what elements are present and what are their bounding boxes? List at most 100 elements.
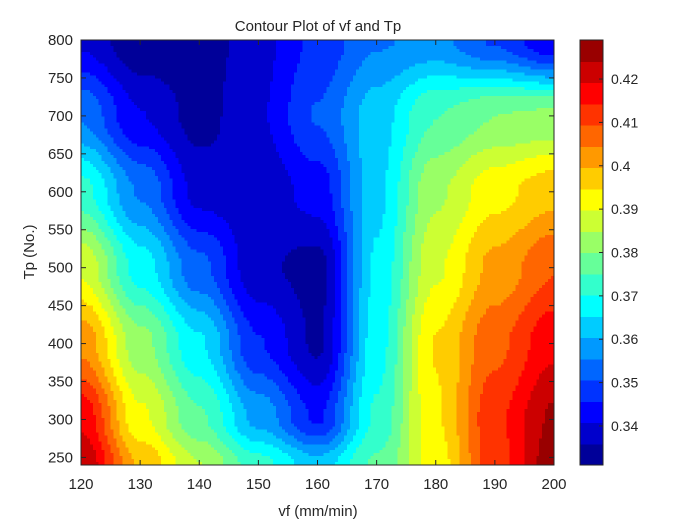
contour-cell bbox=[225, 42, 230, 47]
contour-cell bbox=[423, 101, 428, 106]
contour-cell bbox=[282, 110, 286, 115]
contour-cell bbox=[175, 72, 180, 77]
contour-cell bbox=[400, 45, 404, 50]
contour-cell bbox=[219, 69, 224, 74]
contour-cell bbox=[438, 110, 443, 115]
contour-cell bbox=[462, 42, 466, 47]
contour-cell bbox=[261, 113, 265, 118]
contour-cell bbox=[125, 96, 129, 100]
contour-cell bbox=[143, 96, 147, 100]
contour-cell bbox=[468, 54, 472, 59]
contour-cell bbox=[163, 113, 168, 118]
contour-cell bbox=[184, 107, 189, 112]
contour-cell bbox=[548, 104, 552, 109]
contour-cell bbox=[279, 99, 283, 103]
contour-cell bbox=[290, 48, 295, 53]
contour-cell bbox=[379, 87, 384, 91]
contour-cell bbox=[264, 63, 268, 68]
contour-cell bbox=[193, 75, 197, 79]
contour-cell bbox=[175, 90, 180, 94]
contour-cell bbox=[447, 72, 452, 77]
contour-cell bbox=[113, 104, 118, 109]
contour-cell bbox=[512, 99, 517, 103]
contour-cell bbox=[323, 87, 327, 91]
contour-cell bbox=[181, 84, 186, 88]
contour-cell bbox=[545, 101, 549, 106]
contour-cell bbox=[527, 54, 531, 59]
contour-cell bbox=[491, 57, 496, 62]
contour-cell bbox=[131, 51, 135, 56]
contour-cell bbox=[110, 66, 115, 71]
contour-cell bbox=[104, 87, 109, 91]
contour-cell bbox=[412, 42, 416, 47]
contour-cell bbox=[202, 48, 206, 53]
contour-cell bbox=[426, 93, 431, 97]
contour-cell bbox=[370, 66, 375, 71]
contour-cell bbox=[154, 78, 159, 82]
contour-cell bbox=[474, 116, 478, 121]
contour-cell bbox=[373, 110, 378, 115]
contour-cell bbox=[468, 45, 472, 50]
contour-cell bbox=[432, 84, 437, 88]
contour-cell bbox=[533, 110, 537, 115]
contour-cell bbox=[456, 54, 460, 59]
contour-cell bbox=[486, 90, 490, 94]
contour-cell bbox=[98, 116, 103, 121]
contour-cell bbox=[157, 96, 162, 100]
contour-cell bbox=[432, 51, 437, 56]
contour-cell bbox=[474, 87, 478, 91]
contour-cell bbox=[409, 51, 413, 56]
contour-cell bbox=[338, 75, 342, 79]
contour-cell bbox=[175, 75, 180, 79]
contour-cell bbox=[524, 51, 528, 56]
contour-cell bbox=[131, 54, 135, 59]
contour-cell bbox=[429, 69, 434, 74]
contour-cell bbox=[320, 107, 325, 112]
contour-cell bbox=[81, 42, 85, 47]
contour-cell bbox=[279, 104, 283, 109]
contour-cell bbox=[219, 84, 224, 88]
contour-cell bbox=[119, 45, 123, 50]
contour-cell bbox=[267, 107, 271, 112]
contour-cell bbox=[358, 90, 363, 94]
contour-cell bbox=[107, 51, 112, 56]
contour-cell bbox=[276, 116, 280, 121]
contour-cell bbox=[81, 101, 85, 106]
contour-cell bbox=[205, 60, 209, 65]
contour-cell bbox=[255, 81, 259, 85]
contour-cell bbox=[548, 99, 552, 103]
contour-cell bbox=[234, 93, 239, 97]
contour-cell bbox=[228, 57, 233, 62]
contour-cell bbox=[338, 48, 342, 53]
contour-cell bbox=[83, 66, 88, 71]
plot-area: 120 130 140 150 160 170 180 190 200 250300350400… bbox=[48, 32, 567, 493]
contour-cell bbox=[119, 66, 123, 71]
contour-cell bbox=[426, 113, 431, 118]
contour-cell bbox=[533, 66, 537, 71]
contour-cell bbox=[338, 93, 342, 97]
contour-cell bbox=[290, 60, 295, 65]
contour-cell bbox=[539, 72, 543, 77]
contour-cell bbox=[551, 84, 554, 88]
contour-cell bbox=[287, 93, 292, 97]
contour-cell bbox=[323, 51, 327, 56]
contour-cell bbox=[122, 110, 126, 115]
contour-cell bbox=[503, 90, 508, 94]
contour-cell bbox=[255, 57, 259, 62]
contour-cell bbox=[400, 99, 404, 103]
contour-cell bbox=[506, 63, 511, 68]
contour-cell bbox=[344, 75, 348, 79]
contour-cell bbox=[500, 42, 505, 47]
contour-cell bbox=[418, 87, 422, 91]
contour-cell bbox=[160, 116, 165, 121]
contour-cell bbox=[86, 110, 91, 115]
contour-cell bbox=[518, 90, 523, 94]
contour-cell bbox=[506, 51, 511, 56]
contour-cell bbox=[119, 69, 123, 74]
contour-cell bbox=[92, 110, 97, 115]
contour-cell bbox=[148, 60, 153, 65]
contour-cell bbox=[444, 116, 449, 121]
contour-cell bbox=[148, 54, 153, 59]
contour-cell bbox=[335, 40, 339, 44]
contour-cell bbox=[355, 93, 360, 97]
